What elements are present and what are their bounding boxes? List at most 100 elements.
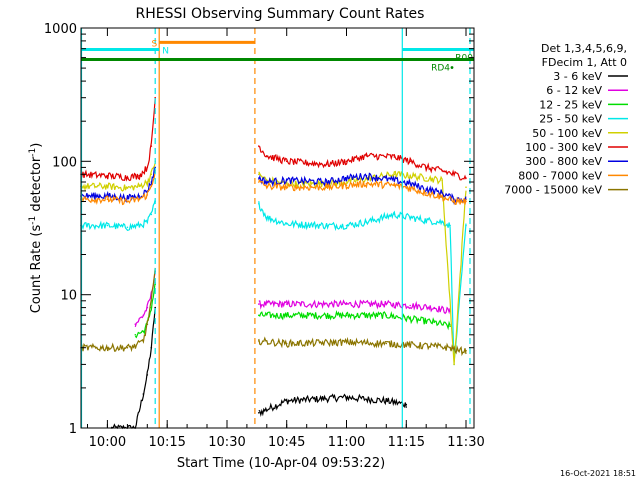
point-3-6-kev-1-4 [142,393,145,395]
y-tick-label-1: 1 [69,422,77,437]
point-300-800-kev-2-9 [425,188,428,190]
legend-label-3-6-kev: 3 - 6 keV [553,70,602,83]
point-7000-15000-kev-1-7 [150,300,153,302]
axis-layer: 10:00 10:15 10:30 10:45 11:00 11:15 11:30 1 10 10… [44,22,485,450]
point-100-300-kev-2-11 [453,173,455,176]
point-25-50-kev-2-6 [365,221,368,223]
point-50-100-kev-2-10 [441,179,443,182]
series-7000-15000-kev-segment-2 [258,336,467,357]
point-100-300-kev-2-5 [345,160,348,163]
point-7000-15000-kev-1-4 [134,345,137,348]
point-800-7000-kev-2-12 [465,200,467,203]
y-tick-label-1000: 1000 [44,22,77,37]
legend-label-25-50-kev: 25 - 50 keV [539,113,602,126]
point-50-100-kev-2-8 [409,174,412,177]
point-800-7000-kev-1-5 [146,194,149,196]
point-100-300-kev-2-7 [393,156,396,158]
point-25-50-kev-2-11 [449,224,451,227]
point-100-300-kev-1-6 [150,145,153,147]
legend-header-line-1: Det 1,3,4,5,6,9, [541,42,627,55]
point-300-800-kev-1-6 [150,181,153,183]
point-12-25-kev-2-7 [449,325,451,328]
x-tick-label-10-30: 10:30 [208,435,245,450]
point-300-800-kev-2-7 [393,179,396,182]
point-7000-15000-kev-2-8 [457,349,459,352]
point-12-25-kev-2-1 [258,314,260,317]
series-800-7000-kev-segment-2 [258,179,467,206]
flag-label-s: S [151,39,157,49]
point-6-12-kev-1-2 [142,314,145,317]
series-100-300-kev-segment-2 [258,146,467,181]
legend-label-6-12-kev: 6 - 12 keV [546,84,602,97]
point-300-800-kev-2-6 [365,174,368,177]
point-7000-15000-kev-2-3 [345,341,348,344]
point-100-300-kev-1-5 [146,166,149,169]
point-800-7000-kev-1-4 [138,198,141,200]
point-6-12-kev-2-1 [258,303,260,305]
point-25-50-kev-1-3 [126,226,129,229]
point-3-6-kev-1-6 [150,346,153,349]
point-800-7000-kev-2-3 [285,186,288,188]
point-6-12-kev-2-4 [385,303,388,305]
point-7000-15000-kev-2-4 [385,342,388,345]
y-axis-label-prefix: Count Rate (s [29,225,44,314]
point-50-100-kev-2-12 [465,186,467,188]
point-800-7000-kev-2-11 [453,200,455,203]
point-25-50-kev-2-1 [258,203,260,205]
point-300-800-kev-1-3 [126,197,129,199]
point-7000-15000-kev-2-5 [409,344,412,346]
data-layer [80,96,467,430]
series-3-6-kev-segment-1 [110,307,156,430]
series-300-800-kev-segment-2 [258,172,467,205]
y-axis-label-suffix: ) [29,143,44,148]
point-300-800-kev-2-4 [325,181,328,183]
x-tick-label-10-45: 10:45 [268,435,305,450]
flag-label-rd4: RD4 [431,64,450,74]
series-50-100-kev-segment-1 [80,162,156,192]
point-800-7000-kev-1-2 [106,198,109,200]
point-100-300-kev-2-4 [325,163,328,166]
point-50-100-kev-2-5 [345,181,348,183]
flag-label-r00: R00 [455,54,473,64]
series-12-25-kev-segment-1 [134,281,156,339]
point-12-25-kev-1-4 [150,306,153,309]
chart-title: RHESSI Observing Summary Count Rates [136,6,425,22]
point-3-6-kev-2-4 [385,400,388,402]
point-50-100-kev-2-7 [393,173,396,176]
point-50-100-kev-1-2 [106,185,109,188]
point-800-7000-kev-2-9 [425,192,428,194]
point-25-50-kev-2-7 [393,213,396,216]
point-100-300-kev-1-4 [138,174,141,177]
point-25-50-kev-1-2 [106,224,109,227]
point-12-25-kev-2-5 [409,317,412,320]
point-25-50-kev-2-13 [465,224,467,227]
series-6-12-kev-segment-2 [258,299,451,315]
point-300-800-kev-1-4 [138,195,141,197]
point-800-7000-kev-2-7 [393,184,396,187]
flag-dot [450,66,454,69]
point-100-300-kev-1-2 [106,174,109,177]
x-tick-label-10-00: 10:00 [89,435,126,450]
point-50-100-kev-1-4 [138,185,141,188]
y-axis-label-exponent: -1 [28,216,38,225]
point-12-25-kev-2-6 [433,321,436,324]
point-7000-15000-kev-1-6 [146,323,149,326]
generation-timestamp: 16-Oct-2021 18:51 [560,469,636,478]
point-25-50-kev-2-3 [285,223,288,225]
point-25-50-kev-2-9 [425,219,428,222]
point-300-800-kev-1-7 [154,166,156,169]
legend-label-300-800-kev: 300 - 800 keV [525,155,602,168]
y-axis-label-unit: detector [29,156,44,216]
point-100-300-kev-2-12 [465,177,467,179]
x-tick-label-11-00: 11:00 [328,435,365,450]
point-100-300-kev-2-2 [266,155,268,157]
point-7000-15000-kev-2-2 [285,342,288,345]
series-100-300-kev-segment-1 [80,98,156,182]
point-100-300-kev-2-9 [425,166,428,169]
point-300-800-kev-2-2 [266,181,268,183]
point-25-50-kev-1-6 [150,213,153,216]
point-12-25-kev-2-3 [345,314,348,317]
point-6-12-kev-2-5 [409,304,412,307]
